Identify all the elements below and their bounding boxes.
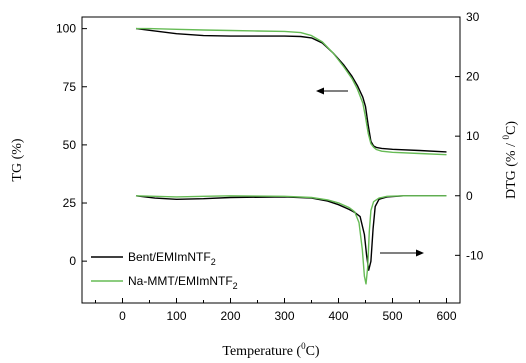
y-tick-label: 0 [69,254,76,268]
legend-label-namt: Na-MMT/EMImNTF2 [128,274,238,291]
dtg-line-bent [135,195,447,271]
x-tick-label: 0 [119,309,126,323]
tick-labels: 0 100 200 300 400 500 600 0 25 50 75 100 -10 0 10 20 30 [56,10,484,323]
left-arrow-annotation [316,87,348,95]
dtg-line-na-mmt [135,195,447,285]
y-tick-label: 75 [63,80,77,94]
y-tick-label: 25 [63,196,77,210]
x-tick-label: 200 [220,309,240,323]
legend-label-bent: Bent/EMImNTF2 [128,250,216,267]
y2-axis-title: DTG (% / 0C) [501,121,519,199]
y2-tick-label: -10 [466,248,484,262]
x-axis-title: Temperature (0C) [222,341,320,359]
x-tick-label: 500 [382,309,402,323]
y2-tick-label: 30 [466,10,480,24]
tg-line-na-mmt [136,27,447,156]
legend: Bent/EMImNTF2 Na-MMT/EMImNTF2 [91,250,238,291]
y2-tick-label: 10 [466,129,480,143]
plot-frame [81,16,461,304]
x-tick-label: 400 [328,309,348,323]
axis-ticks [82,16,460,303]
series-layer [135,27,447,285]
right-arrow-annotation [380,249,424,257]
x-tick-label: 100 [166,309,186,323]
y-tick-label: 50 [63,138,77,152]
y-axis-title: TG (%) [10,138,25,181]
y2-tick-label: 20 [466,70,480,84]
x-tick-label: 300 [274,309,294,323]
y2-tick-label: 0 [466,189,473,203]
tg-line-bent [135,27,447,153]
y-tick-label: 100 [56,22,76,36]
x-tick-label: 600 [436,309,456,323]
